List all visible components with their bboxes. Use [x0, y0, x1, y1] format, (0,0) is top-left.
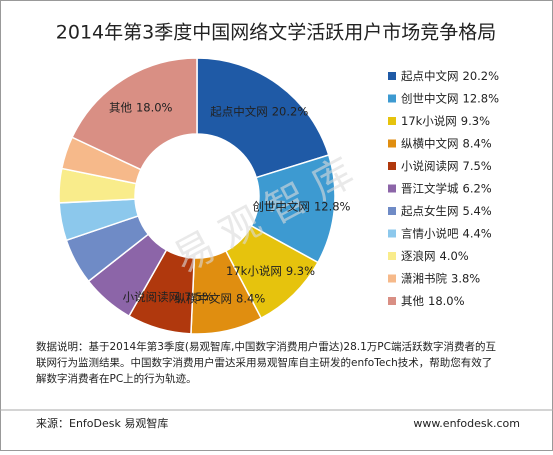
- legend-name: 言情小说吧: [401, 226, 459, 240]
- note-line: 解数字消费者在PC上的行为轨迹。: [36, 372, 197, 385]
- legend-value: 20.2%: [463, 69, 500, 83]
- website: www.enfodesk.com: [413, 417, 520, 430]
- legend-name: 逐浪网: [401, 249, 436, 263]
- legend-swatch: [388, 207, 396, 215]
- legend-name: 起点中文网: [401, 69, 459, 83]
- legend-swatch: [388, 117, 396, 125]
- slice-label: 其他 18.0%: [109, 100, 173, 114]
- slice: [196, 57, 330, 179]
- slice-label: 创世中文网 12.8%: [252, 199, 350, 213]
- legend-swatch: [388, 72, 396, 80]
- legend-value: 4.0%: [440, 249, 469, 263]
- slice-label: 小说阅读网 7.5%: [123, 289, 214, 303]
- legend-entry: 起点女生网 5.4%: [401, 204, 492, 218]
- slice-label-value: 7.5%: [184, 289, 213, 303]
- legend-value: 18.0%: [428, 294, 465, 308]
- legend-entry: 潇湘书院 3.8%: [401, 271, 480, 285]
- legend-value: 6.2%: [463, 181, 492, 195]
- slice-label-value: 12.8%: [314, 199, 351, 213]
- slice-label-name: 小说阅读网: [123, 289, 181, 303]
- chart-title: 2014年第3季度中国网络文学活跃用户市场竞争格局: [56, 22, 496, 44]
- legend-name: 起点女生网: [401, 204, 459, 218]
- legend-name: 纵横中文网: [401, 136, 459, 150]
- legend-entry: 言情小说吧 4.4%: [401, 226, 492, 240]
- slice-label: 纵横中文网 8.4%: [175, 291, 266, 305]
- legend-name: 17k小说网: [401, 114, 457, 128]
- legend-value: 4.4%: [463, 226, 492, 240]
- legend-entry: 晋江文学城 6.2%: [401, 181, 492, 195]
- legend-entry: 小说阅读网 7.5%: [401, 159, 492, 173]
- legend-name: 潇湘书院: [401, 271, 447, 285]
- legend-swatch: [388, 297, 396, 305]
- slice-label-value: 8.4%: [236, 291, 265, 305]
- slice-label-name: 纵横中文网: [175, 291, 233, 305]
- legend-value: 9.3%: [461, 114, 490, 128]
- legend-value: 7.5%: [463, 159, 492, 173]
- legend-swatch: [388, 229, 396, 238]
- legend-name: 其他: [401, 294, 424, 308]
- slice-label: 起点中文网 20.2%: [210, 104, 308, 118]
- legend-value: 8.4%: [463, 136, 492, 150]
- legend-entry: 17k小说网 9.3%: [401, 114, 490, 128]
- legend-entry: 逐浪网 4.0%: [401, 249, 469, 263]
- legend-swatch: [388, 94, 396, 103]
- source: 来源：EnfoDesk 易观智库: [36, 416, 168, 430]
- legend-value: 3.8%: [451, 271, 480, 285]
- note-line: 联网行为监测结果。中国数字消费用户雷达采用易观智库自主研发的enfoTech技术…: [36, 356, 492, 369]
- legend-entry: 纵横中文网 8.4%: [401, 136, 492, 150]
- legend-name: 晋江文学城: [401, 181, 459, 195]
- legend-value: 5.4%: [463, 204, 492, 218]
- slice: [71, 57, 198, 171]
- slice-label-name: 17k小说网: [226, 263, 282, 277]
- legend-swatch: [388, 139, 396, 148]
- legend-entry: 起点中文网 20.2%: [401, 69, 499, 83]
- legend-entry: 创世中文网 12.8%: [401, 91, 499, 105]
- slice-label-value: 9.3%: [286, 263, 315, 277]
- slice-label-value: 18.0%: [136, 100, 173, 114]
- slice-label: 17k小说网 9.3%: [226, 263, 315, 277]
- legend-swatch: [388, 252, 396, 260]
- slice-label-name: 其他: [109, 100, 132, 114]
- slice-label-name: 创世中文网: [252, 199, 310, 213]
- legend-name: 小说阅读网: [401, 159, 459, 173]
- legend-swatch: [388, 274, 396, 283]
- note-line: 数据说明：基于2014年第3季度(易观智库,中国数字消费用户雷达)28.1万PC…: [36, 340, 496, 353]
- slice-label-name: 起点中文网: [210, 104, 268, 118]
- legend-value: 12.8%: [463, 91, 500, 105]
- legend-swatch: [388, 162, 396, 170]
- legend-name: 创世中文网: [401, 91, 459, 105]
- legend-swatch: [388, 184, 396, 193]
- slice-label-value: 20.2%: [272, 104, 309, 118]
- legend-entry: 其他 18.0%: [401, 294, 465, 308]
